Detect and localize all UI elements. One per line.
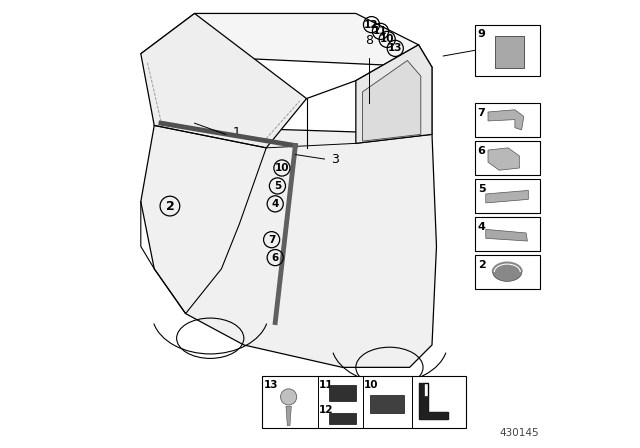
Polygon shape [141, 13, 432, 67]
Polygon shape [419, 383, 448, 419]
Text: 9: 9 [477, 29, 486, 39]
FancyBboxPatch shape [474, 255, 540, 289]
Polygon shape [486, 190, 528, 203]
Polygon shape [286, 406, 291, 426]
Text: 10: 10 [275, 163, 289, 173]
Polygon shape [419, 383, 448, 419]
Text: 2: 2 [477, 260, 486, 270]
Text: 3: 3 [332, 152, 339, 166]
Text: 13: 13 [264, 380, 278, 390]
Polygon shape [141, 125, 436, 367]
Text: 1: 1 [232, 125, 241, 139]
Text: 12: 12 [364, 20, 379, 30]
FancyBboxPatch shape [474, 141, 540, 175]
Polygon shape [141, 13, 307, 148]
Circle shape [280, 389, 297, 405]
Text: 10: 10 [380, 34, 394, 44]
Text: 10: 10 [364, 380, 378, 390]
FancyBboxPatch shape [262, 376, 465, 428]
Text: 13: 13 [388, 43, 403, 53]
FancyBboxPatch shape [474, 103, 540, 137]
Text: 11: 11 [319, 380, 333, 390]
FancyBboxPatch shape [474, 179, 540, 213]
FancyBboxPatch shape [474, 25, 540, 76]
Text: 12: 12 [319, 405, 333, 415]
Text: 8: 8 [365, 34, 373, 47]
FancyBboxPatch shape [370, 396, 404, 414]
FancyBboxPatch shape [329, 413, 356, 424]
Text: 7: 7 [268, 235, 275, 245]
FancyBboxPatch shape [495, 36, 524, 68]
Text: 6: 6 [271, 253, 279, 263]
Text: 7: 7 [477, 108, 486, 117]
Polygon shape [486, 229, 527, 241]
Text: 2: 2 [166, 199, 174, 213]
Polygon shape [488, 110, 524, 130]
Ellipse shape [493, 263, 522, 281]
Text: 5: 5 [274, 181, 281, 191]
FancyBboxPatch shape [329, 385, 356, 401]
Text: 6: 6 [477, 146, 486, 155]
FancyBboxPatch shape [474, 217, 540, 251]
Text: 11: 11 [373, 26, 388, 36]
Polygon shape [356, 45, 432, 143]
Polygon shape [488, 148, 519, 170]
Text: 430145: 430145 [499, 428, 539, 438]
Polygon shape [362, 60, 421, 141]
Text: 4: 4 [271, 199, 279, 209]
Text: 4: 4 [477, 222, 486, 232]
Text: 5: 5 [477, 184, 485, 194]
